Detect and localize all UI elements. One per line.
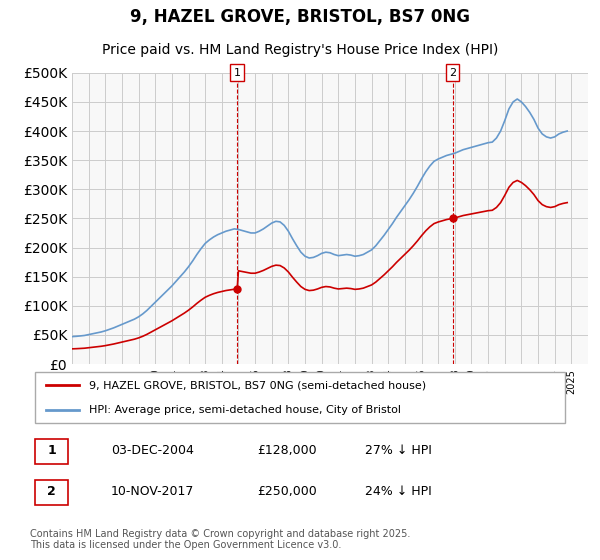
- Text: 03-DEC-2004: 03-DEC-2004: [111, 445, 194, 458]
- Text: 10-NOV-2017: 10-NOV-2017: [111, 485, 194, 498]
- Text: 2: 2: [449, 68, 456, 78]
- Text: 9, HAZEL GROVE, BRISTOL, BS7 0NG: 9, HAZEL GROVE, BRISTOL, BS7 0NG: [130, 8, 470, 26]
- Text: 24% ↓ HPI: 24% ↓ HPI: [365, 485, 431, 498]
- Text: 1: 1: [233, 68, 241, 78]
- Text: 27% ↓ HPI: 27% ↓ HPI: [365, 445, 431, 458]
- Text: HPI: Average price, semi-detached house, City of Bristol: HPI: Average price, semi-detached house,…: [89, 405, 401, 415]
- Text: 1: 1: [47, 445, 56, 458]
- Text: Price paid vs. HM Land Registry's House Price Index (HPI): Price paid vs. HM Land Registry's House …: [102, 44, 498, 58]
- FancyBboxPatch shape: [35, 439, 68, 464]
- Text: £128,000: £128,000: [257, 445, 316, 458]
- Text: £250,000: £250,000: [257, 485, 317, 498]
- Text: Contains HM Land Registry data © Crown copyright and database right 2025.
This d: Contains HM Land Registry data © Crown c…: [30, 529, 410, 550]
- FancyBboxPatch shape: [35, 479, 68, 505]
- FancyBboxPatch shape: [35, 372, 565, 423]
- Text: 9, HAZEL GROVE, BRISTOL, BS7 0NG (semi-detached house): 9, HAZEL GROVE, BRISTOL, BS7 0NG (semi-d…: [89, 380, 427, 390]
- Text: 2: 2: [47, 485, 56, 498]
